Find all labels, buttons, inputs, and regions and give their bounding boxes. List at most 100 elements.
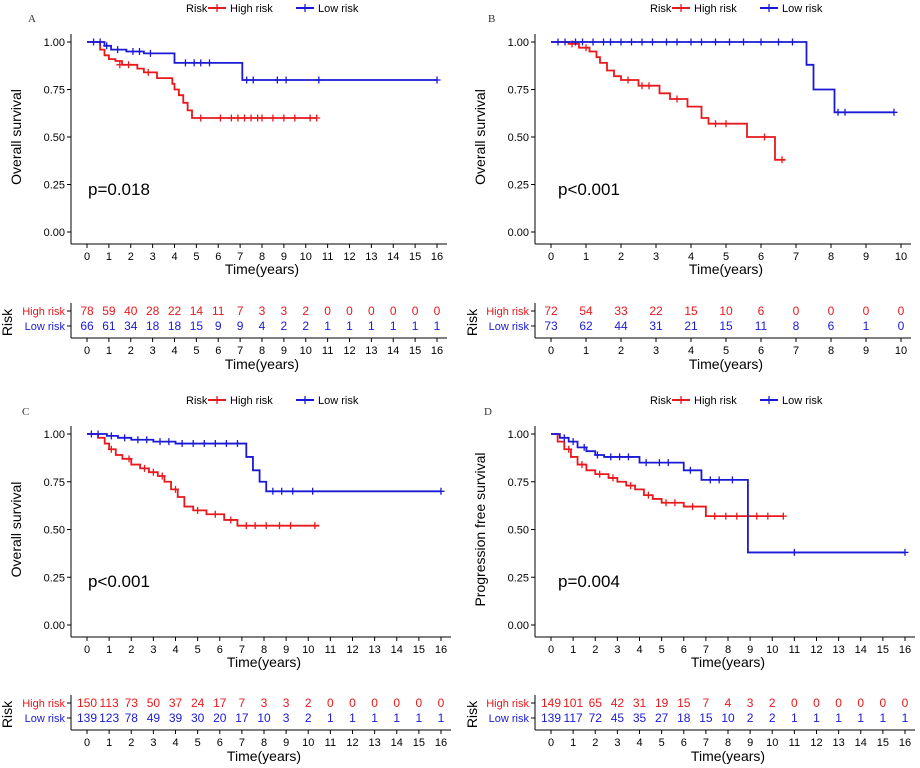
censor-mark (125, 61, 133, 69)
censor-mark (733, 512, 741, 520)
risk-count: 73 (125, 696, 139, 710)
y-tick-label: 0.00 (508, 620, 529, 632)
risk-count: 18 (168, 319, 182, 333)
x-tick-label: 9 (747, 644, 753, 656)
censor-mark (143, 436, 151, 444)
y-tick-label: 0.75 (508, 477, 529, 489)
censor-mark (125, 455, 133, 463)
x-tick-label: 11 (325, 644, 336, 656)
risk-x-tick-label: 15 (409, 345, 421, 357)
x-tick-label: 15 (409, 251, 421, 263)
risk-x-tick-label: 0 (548, 345, 554, 357)
x-tick-label: 7 (793, 251, 799, 263)
censor-mark (789, 38, 796, 46)
censor-mark (234, 114, 242, 122)
x-tick-label: 8 (259, 251, 265, 263)
x-tick-label: 12 (343, 251, 355, 263)
censor-mark (589, 38, 597, 46)
risk-count: 2 (747, 711, 754, 725)
y-tick-label: 0.25 (508, 180, 529, 192)
y-tick-label: 0.50 (44, 525, 65, 537)
risk-x-tick-label: 3 (150, 737, 156, 749)
censor-mark (761, 133, 768, 141)
risk-count: 18 (677, 711, 691, 725)
x-tick-label: 0 (84, 644, 90, 656)
censor-mark (262, 522, 270, 530)
risk-count: 31 (649, 319, 663, 333)
risk-x-tick-label: 2 (128, 737, 134, 749)
x-tick-label: 7 (239, 644, 245, 656)
risk-x-tick-label: 1 (570, 737, 576, 749)
risk-count: 1 (791, 711, 798, 725)
panel-label: C (22, 406, 29, 418)
censor-mark (437, 487, 445, 495)
censor-mark (582, 44, 590, 52)
x-tick-label: 16 (435, 644, 447, 656)
x-tick-label: 3 (150, 644, 156, 656)
censor-mark (722, 120, 730, 128)
risk-count: 1 (371, 711, 378, 725)
risk-x-tick-label: 6 (758, 345, 764, 357)
censor-mark (243, 76, 251, 84)
legend-entry: Low risk (318, 3, 359, 15)
risk-count: 40 (124, 304, 138, 318)
censor-mark (306, 114, 314, 122)
x-tick-label: 6 (217, 644, 223, 656)
risk-count: 0 (438, 696, 445, 710)
x-tick-label: 11 (789, 644, 800, 656)
censor-mark (146, 49, 154, 57)
panel-label: D (484, 406, 492, 418)
series-high-risk (551, 40, 786, 164)
x-tick-label: 2 (128, 644, 134, 656)
risk-count: 9 (215, 319, 222, 333)
censor-mark (569, 438, 577, 446)
x-tick-label: 12 (810, 644, 822, 656)
risk-count: 113 (100, 696, 119, 710)
risk-count: 17 (235, 711, 249, 725)
censor-mark (144, 68, 152, 76)
y-tick-label: 0.25 (508, 572, 529, 584)
risk-count: 1 (863, 319, 870, 333)
censor-mark (775, 38, 782, 46)
censor-mark (712, 38, 719, 46)
x-tick-label: 1 (570, 644, 576, 656)
y-tick-label: 1.00 (508, 429, 529, 441)
risk-x-tick-label: 9 (283, 737, 289, 749)
risk-count: 0 (416, 696, 423, 710)
risk-x-tick-label: 14 (391, 737, 403, 749)
risk-table: Risk High risk 149 101 65 42 31 19 15 7 4 3 2 0 0 0 0 0 0L… (464, 695, 915, 764)
risk-x-tick-label: 7 (793, 345, 799, 357)
censor-mark (565, 445, 573, 453)
risk-count: 0 (390, 304, 397, 318)
x-tick-label: 0 (548, 644, 554, 656)
risk-count: 24 (191, 696, 205, 710)
risk-count: 73 (544, 319, 558, 333)
risk-x-tick-label: 9 (281, 345, 287, 357)
risk-count: 65 (589, 696, 603, 710)
survival-curve (87, 433, 320, 527)
x-tick-label: 11 (322, 251, 333, 263)
censor-mark (275, 522, 283, 530)
censor-mark (687, 38, 695, 46)
censor-mark (197, 114, 205, 122)
y-tick-label: 0.75 (44, 85, 65, 97)
x-tick-label: 3 (653, 251, 659, 263)
risk-count: 22 (168, 304, 182, 318)
risk-x-tick-label: 0 (84, 345, 90, 357)
risk-table: Risk High risk 78 59 40 28 22 14 11 7 3 3 2 0 0 0 0 0 0Low… (0, 303, 447, 372)
risk-x-tick-label: 12 (343, 345, 355, 357)
risk-count: 15 (719, 319, 733, 333)
risk-count: 61 (102, 319, 116, 333)
x-tick-label: 3 (614, 644, 620, 656)
risk-count: 7 (239, 696, 246, 710)
risk-count: 1 (857, 711, 864, 725)
risk-x-tick-label: 8 (725, 737, 731, 749)
censor-mark (671, 499, 679, 507)
x-tick-label: 5 (659, 644, 665, 656)
x-tick-label: 10 (302, 644, 314, 656)
risk-count: 6 (828, 319, 835, 333)
risk-count: 1 (416, 711, 423, 725)
risk-x-tick-label: 10 (895, 345, 907, 357)
risk-count: 3 (281, 304, 288, 318)
risk-table-x-label: Time(years) (691, 748, 765, 764)
